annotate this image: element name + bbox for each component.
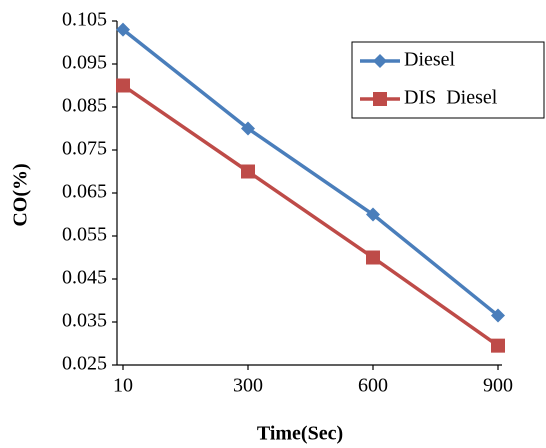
- x-tick-label: 600: [358, 375, 388, 397]
- y-tick-label: 0.085: [62, 95, 107, 117]
- marker: [116, 22, 130, 37]
- x-tick-label: 10: [113, 375, 133, 397]
- y-tick-label: 0.045: [62, 267, 107, 289]
- y-tick-label: 0.055: [62, 224, 107, 246]
- marker: [116, 78, 130, 93]
- y-axis-label: CO(%): [10, 163, 32, 226]
- x-tick-label: 300: [233, 375, 263, 397]
- marker: [241, 121, 255, 136]
- marker: [366, 207, 380, 222]
- marker: [241, 164, 255, 179]
- x-axis-label: Time(Sec): [257, 423, 343, 445]
- marker: [366, 250, 380, 265]
- marker: [491, 338, 505, 353]
- legend-label: Diesel: [404, 49, 456, 71]
- x-tick-label: 900: [483, 375, 513, 397]
- y-tick-label: 0.065: [62, 181, 107, 203]
- line: [122, 84, 500, 348]
- y-tick-label: 0.035: [62, 310, 107, 332]
- marker: [373, 54, 387, 68]
- legend-label: DIS Diesel: [404, 87, 498, 109]
- y-tick-label: 0.095: [62, 52, 107, 74]
- y-tick-label: 0.025: [62, 353, 107, 375]
- marker: [491, 308, 505, 323]
- y-tick-label: 0.105: [62, 9, 107, 31]
- line: [121, 28, 500, 317]
- marker: [373, 92, 387, 106]
- y-tick-label: 0.075: [62, 138, 107, 160]
